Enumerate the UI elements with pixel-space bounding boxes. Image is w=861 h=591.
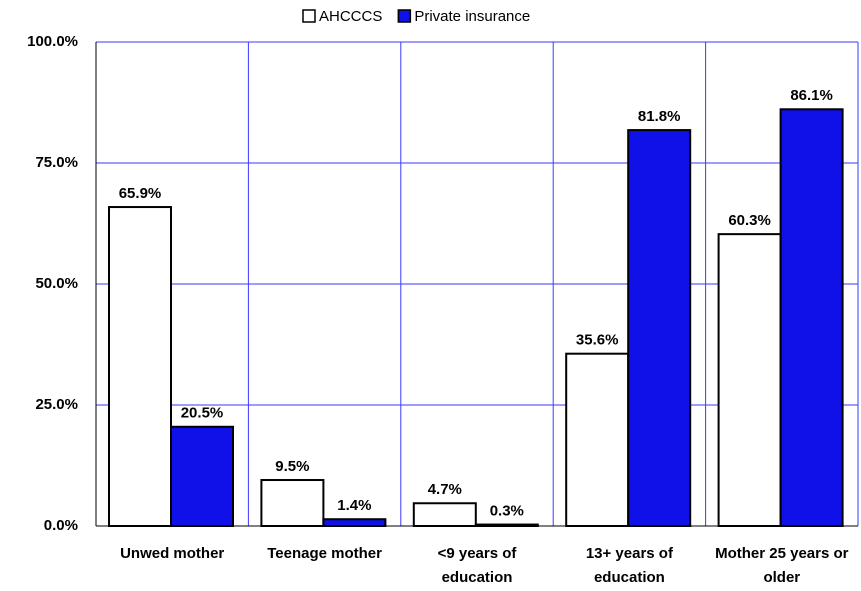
data-label: 81.8% (638, 108, 681, 125)
data-label: 4.7% (428, 481, 462, 498)
bar (474, 523, 539, 527)
x-tick-label: Mother 25 years or older (715, 545, 849, 586)
bar (322, 518, 387, 527)
x-tick-label: Teenage mother (267, 545, 382, 562)
y-tick-label: 50.0% (35, 275, 78, 292)
data-label: 0.3% (490, 503, 524, 520)
bar (565, 352, 630, 528)
y-tick-label: 0.0% (44, 517, 78, 534)
x-tick-label: Unwed mother (120, 545, 225, 562)
bar (108, 206, 172, 527)
bar (717, 233, 782, 527)
bar (779, 108, 844, 527)
data-label: 20.5% (181, 405, 224, 422)
data-label: 65.9% (119, 185, 162, 202)
x-tick-label: 13+ years of education (585, 545, 673, 586)
data-label: 35.6% (576, 332, 619, 349)
y-tick-label: 75.0% (35, 154, 78, 171)
y-tick-label: 100.0% (27, 33, 78, 50)
data-label: 60.3% (728, 212, 771, 229)
bar (170, 425, 234, 527)
bar (412, 502, 477, 528)
legend-label: AHCCCS (319, 8, 382, 25)
bar (627, 129, 692, 527)
data-label: 1.4% (337, 497, 371, 514)
y-tick-label: 25.0% (35, 396, 78, 413)
legend-swatch (397, 9, 412, 23)
x-tick-label: <9 years of education (437, 545, 517, 586)
data-label: 86.1% (790, 87, 833, 104)
bar (260, 479, 325, 527)
data-label: 9.5% (275, 458, 309, 475)
legend-label: Private insurance (414, 8, 530, 25)
legend-swatch (302, 9, 316, 23)
